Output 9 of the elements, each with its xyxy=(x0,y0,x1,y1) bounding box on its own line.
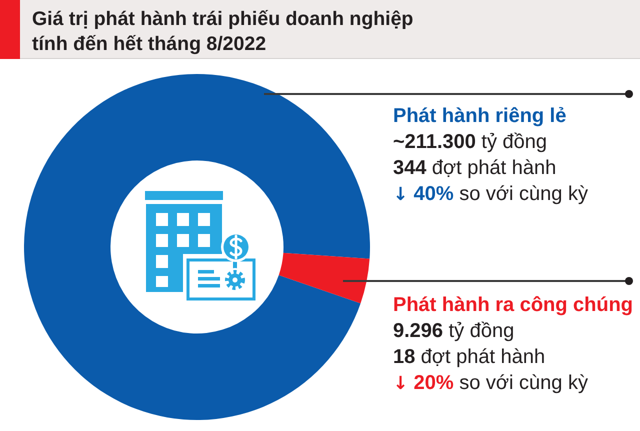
text: 344 đợt phát hành xyxy=(393,156,558,181)
chart-title: Giá trị phát hành trái phiếu doanh nghiệp tính đến hết tháng 8/2022 xyxy=(32,7,414,57)
text: ↓ 40% so với cùng kỳ xyxy=(393,182,588,207)
text: ↓ 20% so với cùng kỳ xyxy=(393,371,589,396)
text: 18 đợt phát hành xyxy=(393,345,546,370)
text: 9.296 tỷ đồng xyxy=(393,319,516,344)
text: ~211.300 tỷ đồng xyxy=(393,130,548,155)
slice-label: Phát hành ra công chúng xyxy=(393,293,634,318)
slice-label: Phát hành riêng lẻ xyxy=(393,104,568,129)
